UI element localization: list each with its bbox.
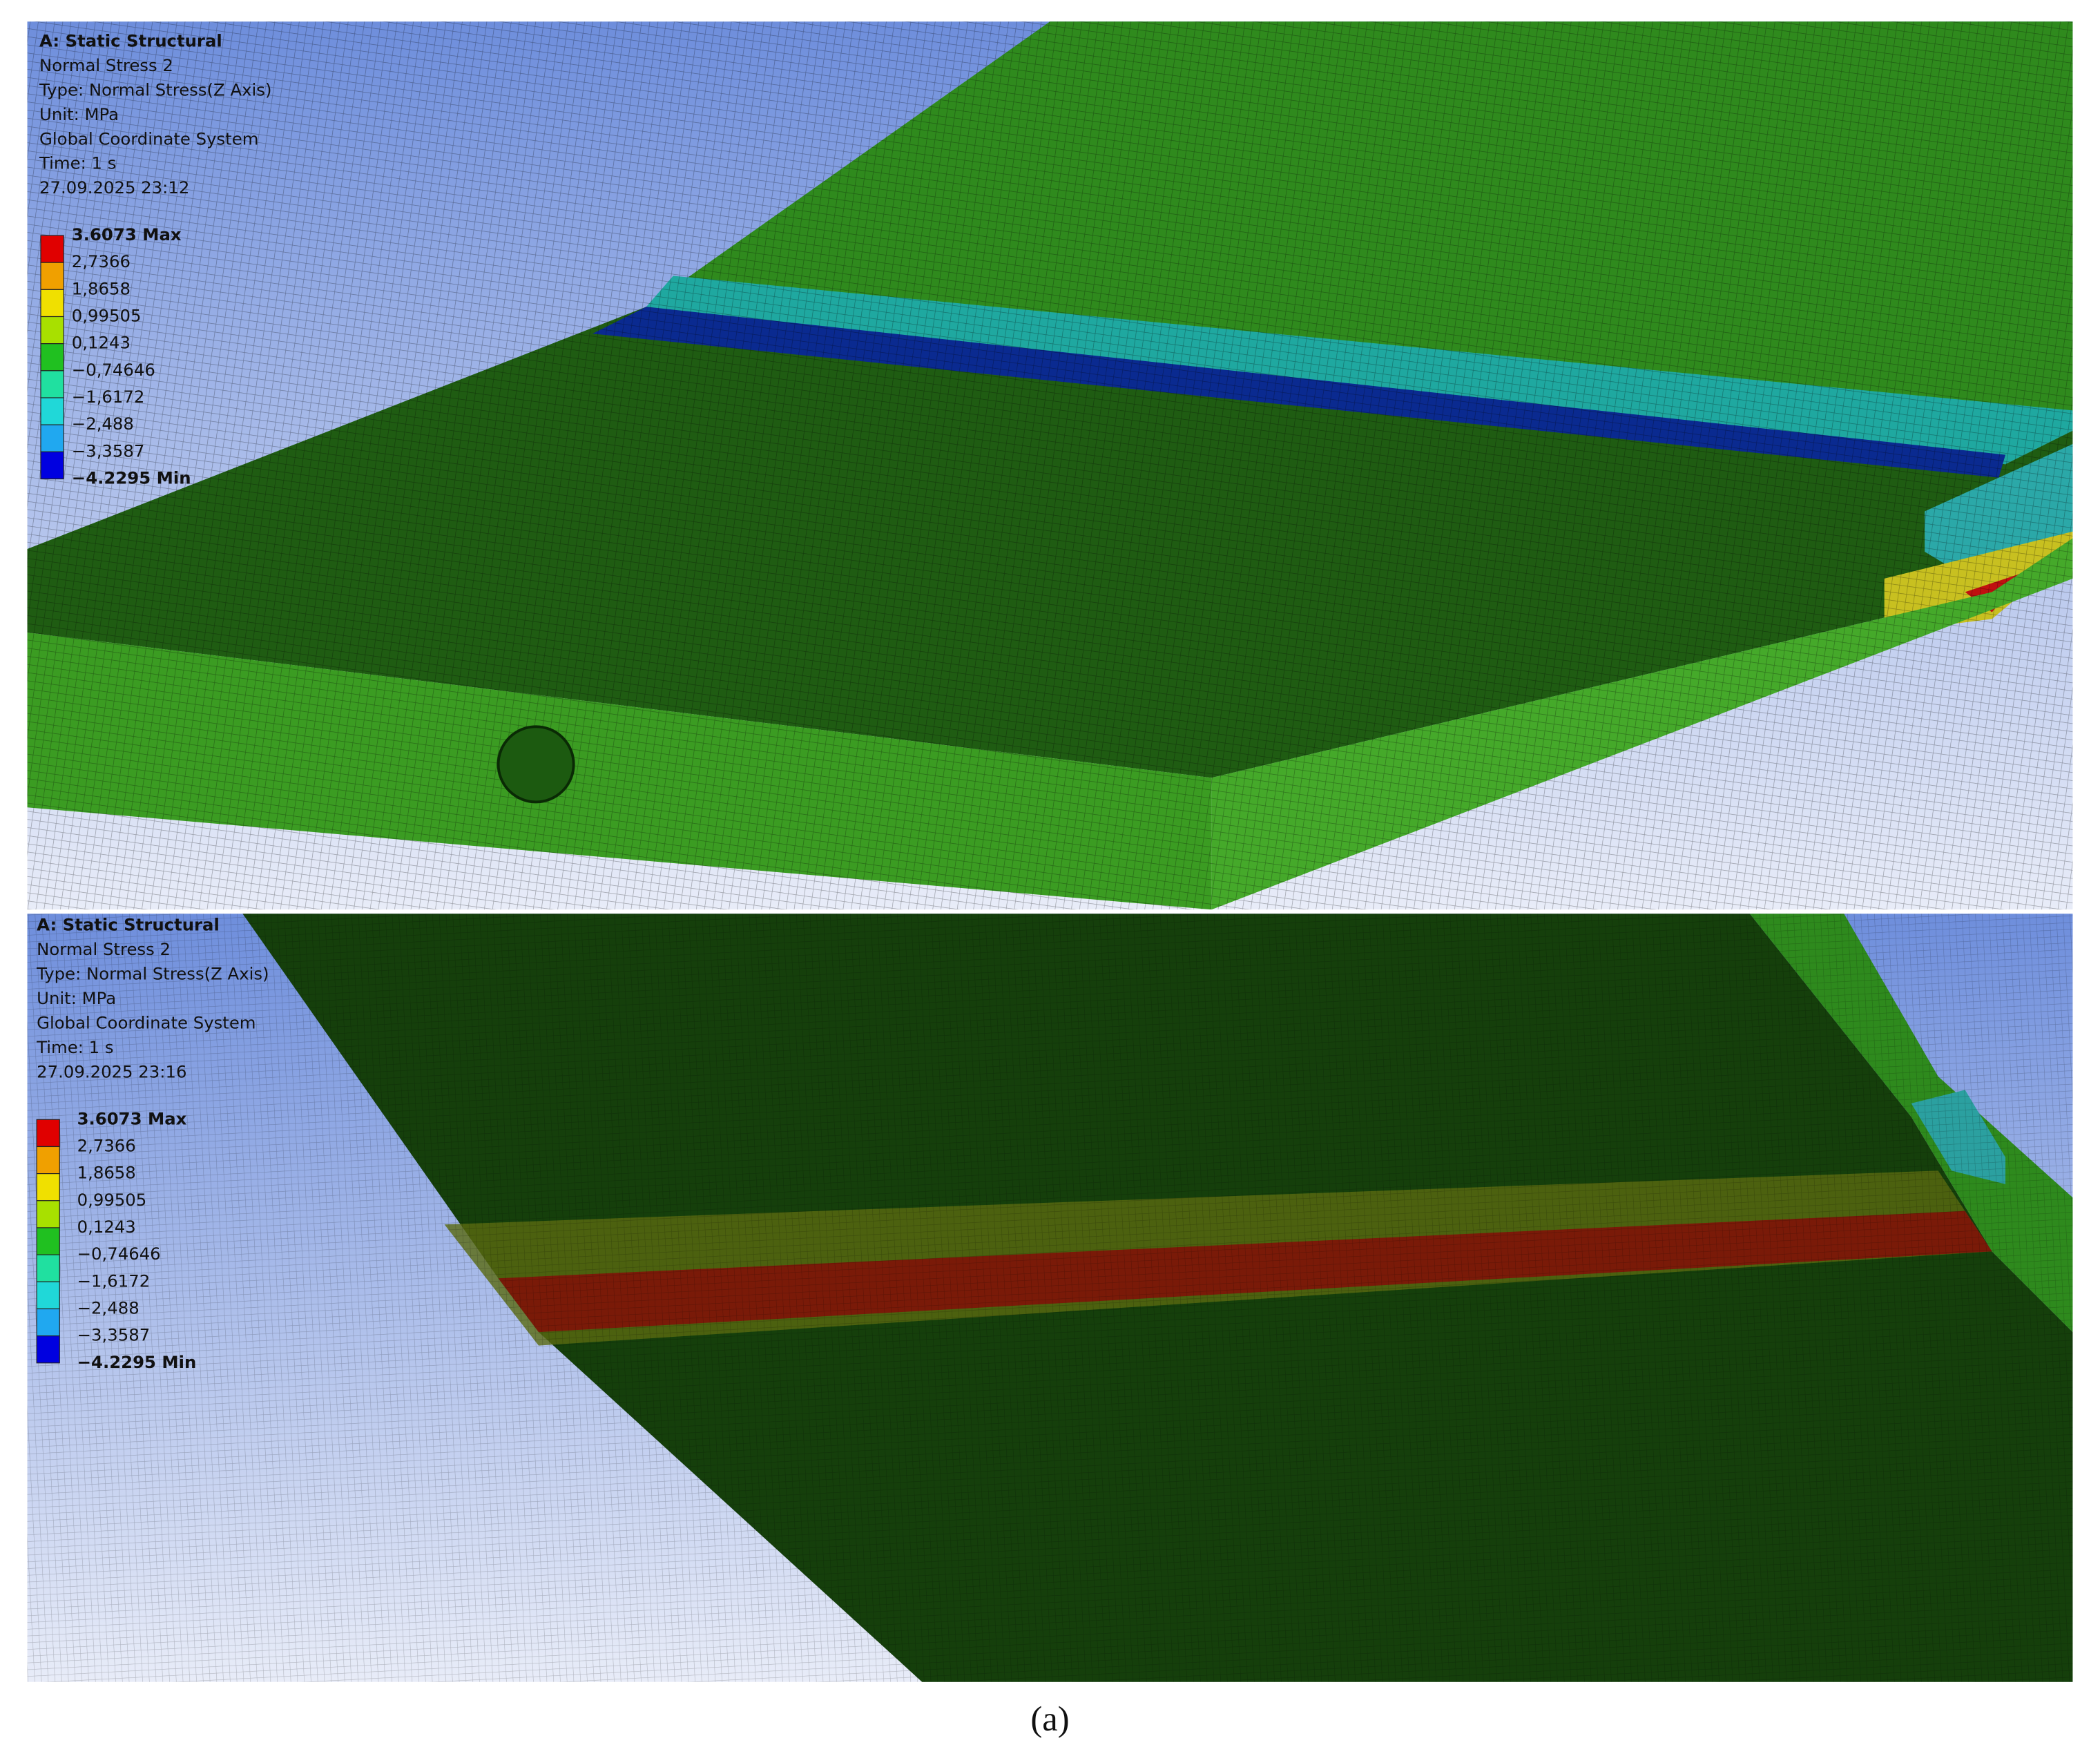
header-line: Type: Normal Stress(Z Axis): [36, 964, 269, 984]
legend-label: 2,7366: [77, 1135, 136, 1155]
legend-label: −1,6172: [77, 1271, 151, 1291]
legend-label: −1,6172: [72, 387, 145, 407]
legend-label: −3,3587: [72, 441, 145, 461]
header-line: Unit: MPa: [39, 104, 119, 124]
header-line: Global Coordinate System: [39, 128, 258, 148]
legend-swatch: [36, 1308, 60, 1337]
legend-label: 1,8658: [77, 1163, 136, 1183]
legend-swatch: [36, 1119, 60, 1148]
caption: (a): [1030, 1699, 1069, 1738]
legend-swatch: [40, 424, 64, 452]
legend-label: 0,99505: [72, 306, 142, 326]
legend-label: −2,488: [72, 414, 134, 434]
legend-swatch: [40, 316, 64, 345]
header-line: Time: 1 s: [36, 1037, 113, 1057]
header-line: Global Coordinate System: [37, 1013, 256, 1033]
header-line: A: Static Structural: [39, 30, 222, 50]
legend-label: 3.6073 Max: [77, 1108, 187, 1128]
legend-swatch: [36, 1200, 60, 1228]
legend-swatch: [40, 343, 64, 372]
legend-swatch: [40, 397, 64, 425]
legend-swatch: [36, 1281, 60, 1310]
header-line: 27.09.2025 23:16: [37, 1061, 186, 1081]
header-line: 27.09.2025 23:12: [39, 177, 189, 197]
header-line: Time: 1 s: [39, 153, 116, 173]
legend-label: 0,99505: [77, 1190, 147, 1210]
header-line: A: Static Structural: [37, 915, 220, 935]
legend-label: 0,1243: [72, 333, 131, 353]
legend-label: −4.2295 Min: [72, 468, 191, 488]
legend-label: −4.2295 Min: [77, 1352, 197, 1372]
top-viewport: [27, 21, 2073, 910]
header-line: Type: Normal Stress(Z Axis): [39, 79, 271, 99]
legend-label: −0,74646: [77, 1244, 161, 1264]
legend-label: 1,8658: [72, 278, 131, 298]
legend-swatch: [40, 370, 64, 398]
header-line: Unit: MPa: [37, 988, 116, 1008]
header-line: Normal Stress 2: [39, 55, 173, 75]
legend-swatch: [36, 1254, 60, 1282]
legend-swatch: [40, 262, 64, 290]
legend-swatch: [40, 235, 64, 263]
legend-label: 0,1243: [77, 1217, 136, 1237]
legend-swatch: [36, 1335, 60, 1364]
legend-swatch: [40, 451, 64, 480]
legend-swatch: [36, 1173, 60, 1202]
overlays: A: Static Structural Normal Stress 2 Type:…: [36, 30, 1069, 1738]
legend-label: −0,74646: [72, 360, 155, 380]
legend-swatch: [40, 289, 64, 318]
legend-label: −3,3587: [77, 1325, 151, 1345]
legend-swatch: [36, 1227, 60, 1255]
legend-label: −2,488: [77, 1297, 139, 1318]
bottom-viewport: [27, 914, 2073, 1682]
legend-label: 3.6073 Max: [72, 224, 182, 244]
legend-swatch: [36, 1146, 60, 1175]
legend-label: 2,7366: [72, 251, 131, 271]
header-line: Normal Stress 2: [37, 939, 171, 959]
